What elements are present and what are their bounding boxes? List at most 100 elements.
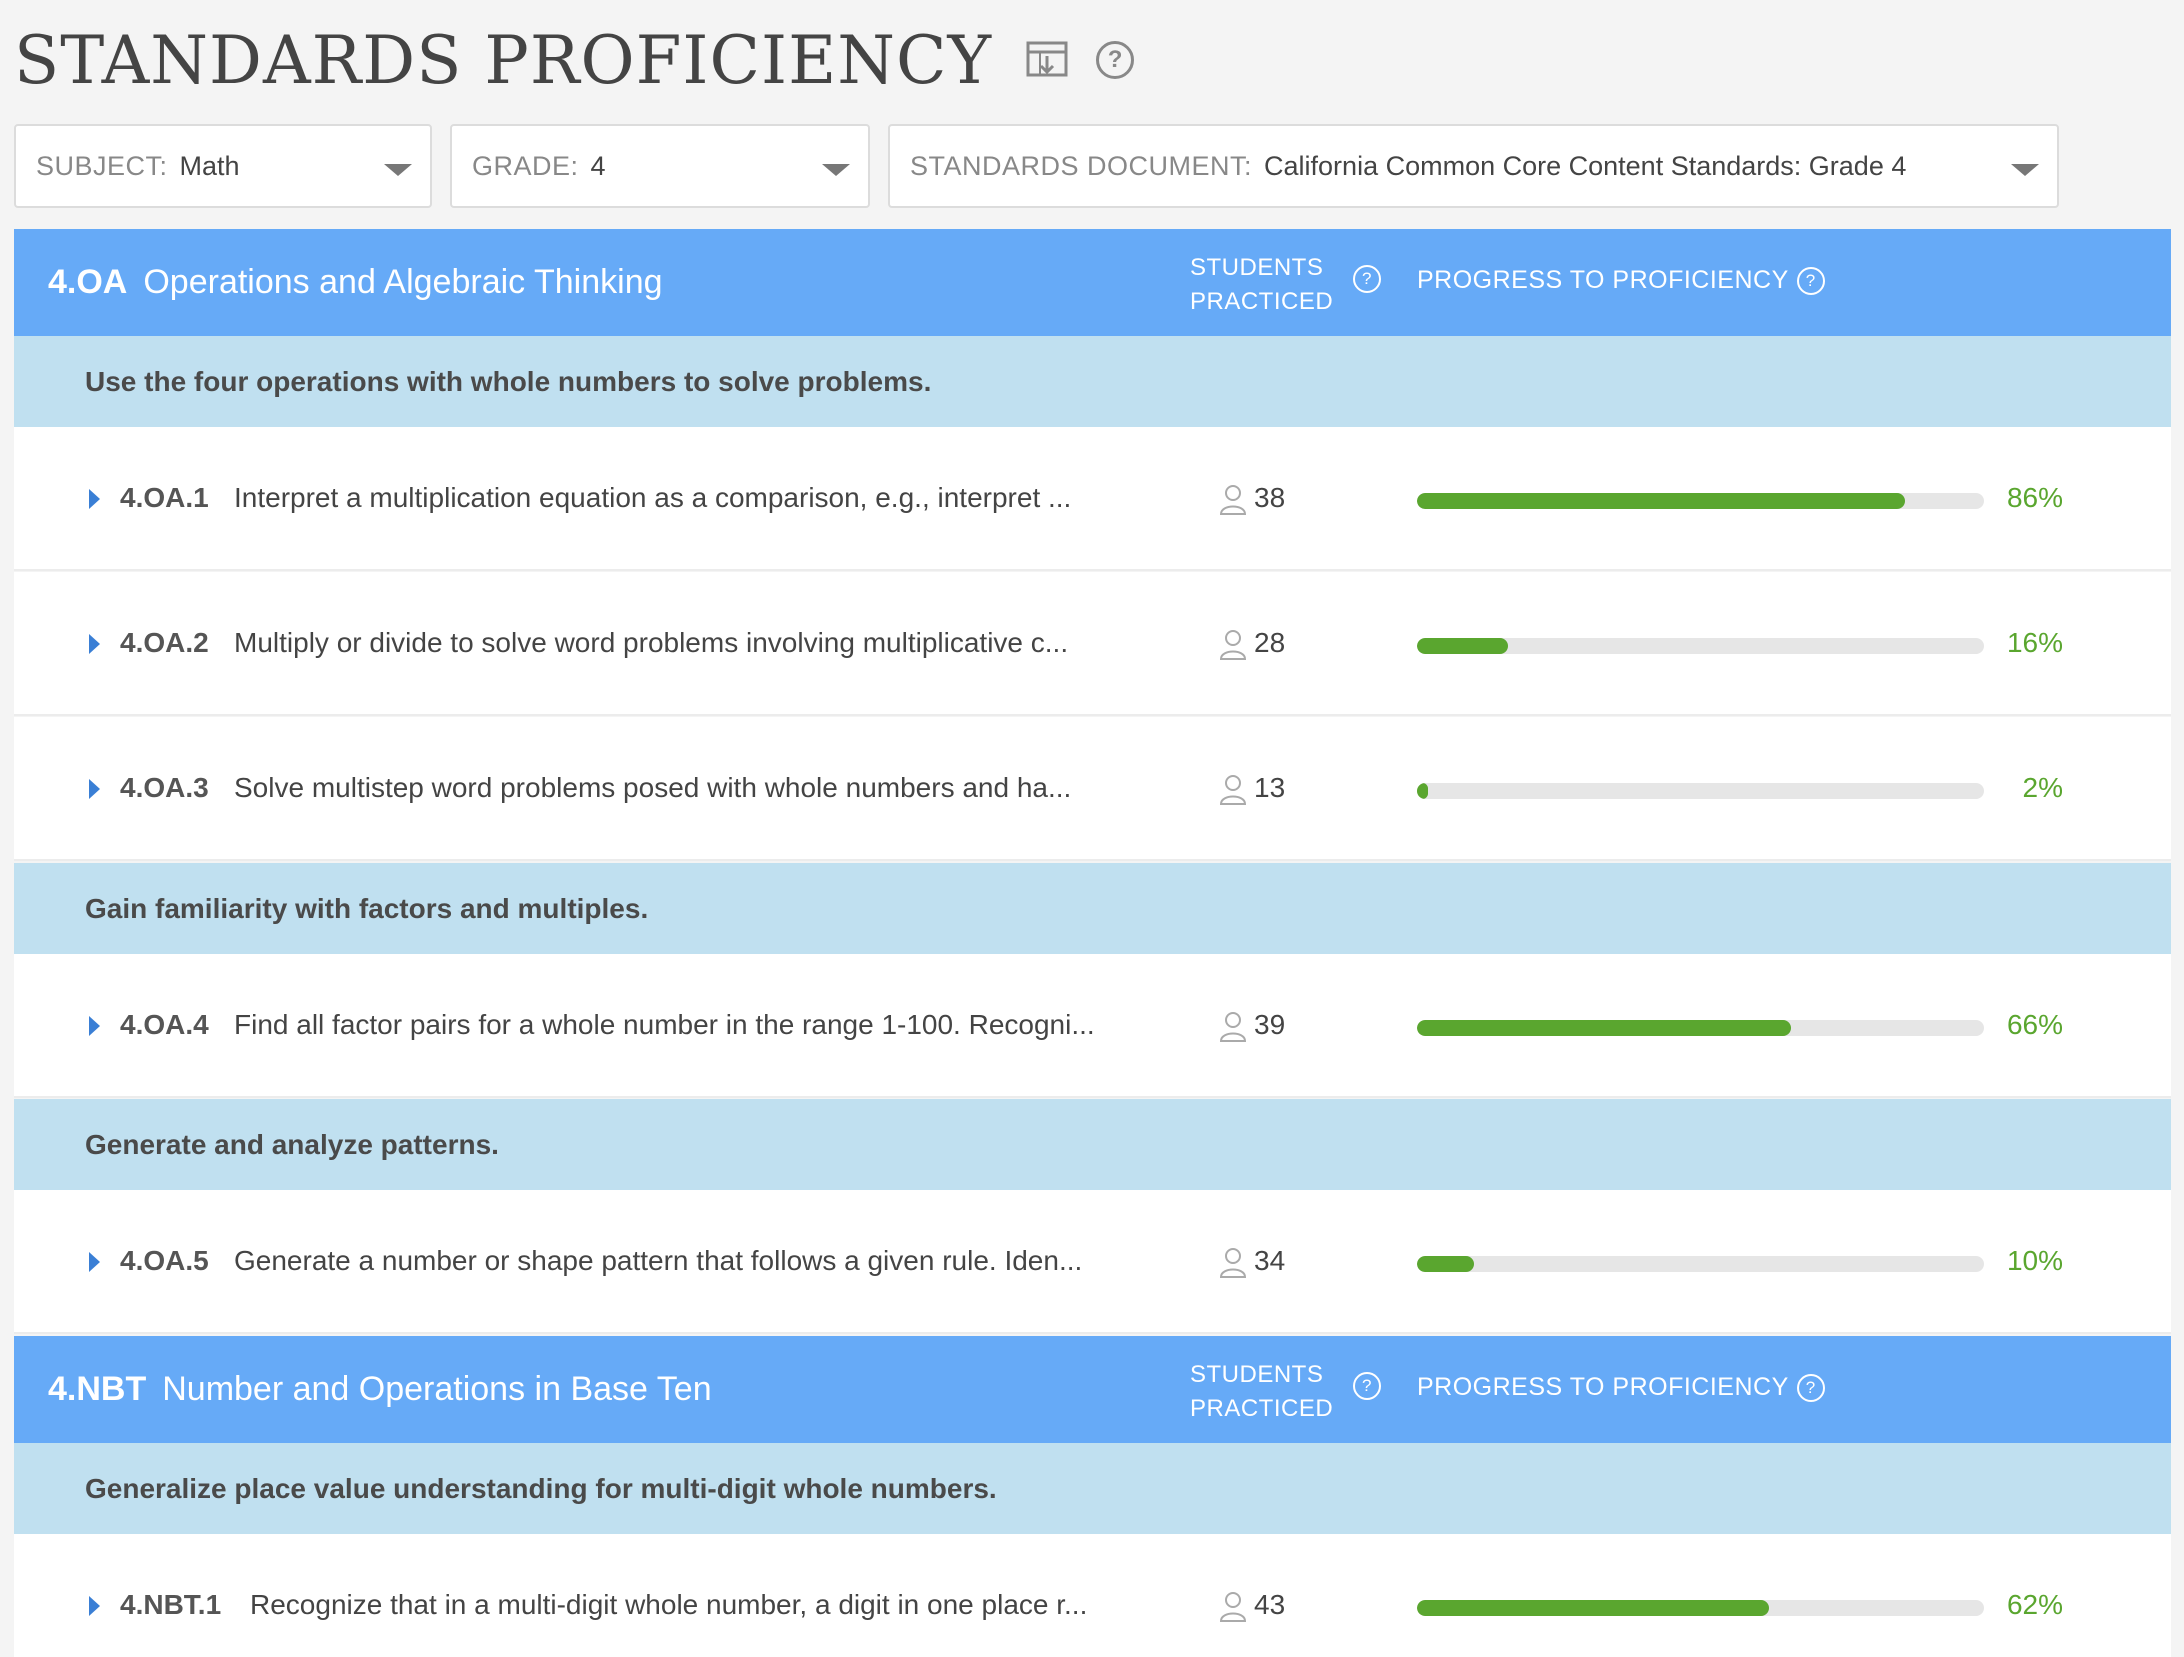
domain-title: Operations and Algebraic Thinking [143,263,663,301]
progress-fill [1417,638,1508,654]
page-title: STANDARDS PROFICIENCY [14,21,993,99]
standard-text: Interpret a multiplication equation as a… [234,482,1072,513]
students-count: 38 [1254,482,1286,513]
cluster-title: Gain familiarity with factors and multip… [85,892,649,924]
students-header-line2: PRACTICED [1190,1395,1334,1422]
person-icon [1219,1010,1247,1047]
standard-row[interactable]: 4.OA.2 Multiply or divide to solve word … [14,572,2171,716]
standard-text: Generate a number or shape pattern that … [234,1245,1083,1276]
progress-header: PROGRESS TO PROFICIENCY ? [1417,266,1825,295]
grade-label: GRADE: [472,150,579,181]
chevron-down-icon [822,164,850,176]
person-icon [1219,483,1247,520]
standard-code: 4.OA.3 [120,772,209,803]
expand-caret-icon[interactable] [89,1252,100,1272]
progress-percent: 86% [2006,482,2063,513]
progress-percent: 2% [2022,772,2063,803]
progress-bar [1417,1020,1984,1036]
person-icon [1219,1590,1247,1627]
chevron-down-icon [2011,164,2039,176]
standard-text: Solve multistep word problems posed with… [234,772,1072,803]
progress-header: PROGRESS TO PROFICIENCY ? [1417,1373,1825,1402]
students-count: 13 [1254,772,1286,803]
cluster-title: Generate and analyze patterns. [85,1128,499,1160]
domain-header: 4.NBT Number and Operations in Base Ten … [14,1336,2171,1443]
expand-caret-icon[interactable] [89,779,100,799]
person-icon [1219,773,1247,810]
standards-document-dropdown[interactable]: STANDARDS DOCUMENT: California Common Co… [888,124,2059,208]
chevron-down-icon [384,164,412,176]
help-icon[interactable]: ? [1796,1373,1825,1402]
progress-percent: 16% [2006,627,2063,658]
page-header: STANDARDS PROFICIENCY ? [14,10,1135,110]
standard-row[interactable]: 4.OA.4 Find all factor pairs for a whole… [14,954,2171,1098]
progress-bar [1417,783,1984,799]
standard-code: 4.NBT.1 [120,1589,222,1620]
domain-title: Number and Operations in Base Ten [162,1370,712,1408]
progress-header-label: PROGRESS TO PROFICIENCY [1417,1373,1789,1401]
progress-fill [1417,493,1905,509]
help-icon[interactable]: ? [1353,265,1381,293]
help-glyph: ? [1096,41,1135,79]
students-practiced-header: STUDENTS PRACTICED ? [1190,251,1381,319]
progress-percent: 10% [2006,1245,2063,1276]
standard-code: 4.OA.4 [120,1009,209,1040]
progress-bar [1417,638,1984,654]
students-count: 39 [1254,1009,1286,1040]
progress-percent: 66% [2006,1009,2063,1040]
download-report-icon[interactable] [1026,40,1068,80]
cluster-header: Use the four operations with whole numbe… [14,336,2171,427]
progress-fill [1417,783,1429,799]
standard-code: 4.OA.1 [120,482,209,513]
help-icon[interactable]: ? [1353,1372,1381,1400]
document-value: California Common Core Content Standards… [1264,150,1907,181]
standard-text: Find all factor pairs for a whole number… [234,1009,1095,1040]
progress-bar [1417,1600,1984,1616]
cluster-header: Gain familiarity with factors and multip… [14,863,2171,954]
standard-code: 4.OA.5 [120,1245,209,1276]
standard-code: 4.OA.2 [120,627,209,658]
expand-caret-icon[interactable] [89,1016,100,1036]
filter-bar: SUBJECT: Math GRADE: 4 STANDARDS DOCUMEN… [14,124,2077,208]
progress-fill [1417,1020,1792,1036]
progress-bar [1417,1256,1984,1272]
help-icon[interactable]: ? [1796,266,1825,295]
progress-fill [1417,1600,1769,1616]
students-count: 34 [1254,1245,1286,1276]
students-header-line1: STUDENTS [1190,1361,1324,1388]
progress-percent: 62% [2006,1589,2063,1620]
standard-row[interactable]: 4.OA.3 Solve multistep word problems pos… [14,717,2171,861]
progress-bar [1417,493,1984,509]
cluster-header: Generalize place value understanding for… [14,1443,2171,1534]
standard-row[interactable]: 4.OA.5 Generate a number or shape patter… [14,1190,2171,1334]
standard-row[interactable]: 4.OA.1 Interpret a multiplication equati… [14,427,2171,571]
expand-caret-icon[interactable] [89,489,100,509]
cluster-title: Use the four operations with whole numbe… [85,365,932,397]
cluster-header: Generate and analyze patterns. [14,1099,2171,1190]
expand-caret-icon[interactable] [89,1596,100,1616]
expand-caret-icon[interactable] [89,634,100,654]
standard-text: Multiply or divide to solve word problem… [234,627,1069,658]
students-practiced-header: STUDENTS PRACTICED ? [1190,1358,1381,1426]
person-icon [1219,628,1247,665]
help-icon[interactable]: ? [1096,41,1135,79]
students-count: 43 [1254,1589,1286,1620]
cluster-title: Generalize place value understanding for… [85,1472,997,1504]
subject-value: Math [179,150,240,181]
students-header-line2: PRACTICED [1190,288,1334,315]
progress-fill [1417,1256,1474,1272]
subject-label: SUBJECT: [36,150,168,181]
students-header-line1: STUDENTS [1190,254,1324,281]
standard-text: Recognize that in a multi-digit whole nu… [250,1589,1088,1620]
students-count: 28 [1254,627,1286,658]
grade-value: 4 [590,150,606,181]
document-label: STANDARDS DOCUMENT: [910,150,1253,181]
standard-row[interactable]: 4.NBT.1 Recognize that in a multi-digit … [14,1534,2171,1657]
domain-code: 4.NBT [48,1370,147,1408]
progress-header-label: PROGRESS TO PROFICIENCY [1417,266,1789,294]
domain-header: 4.OA Operations and Algebraic Thinking S… [14,229,2171,336]
person-icon [1219,1246,1247,1283]
domain-code: 4.OA [48,263,128,301]
subject-dropdown[interactable]: SUBJECT: Math [14,124,432,208]
grade-dropdown[interactable]: GRADE: 4 [450,124,870,208]
